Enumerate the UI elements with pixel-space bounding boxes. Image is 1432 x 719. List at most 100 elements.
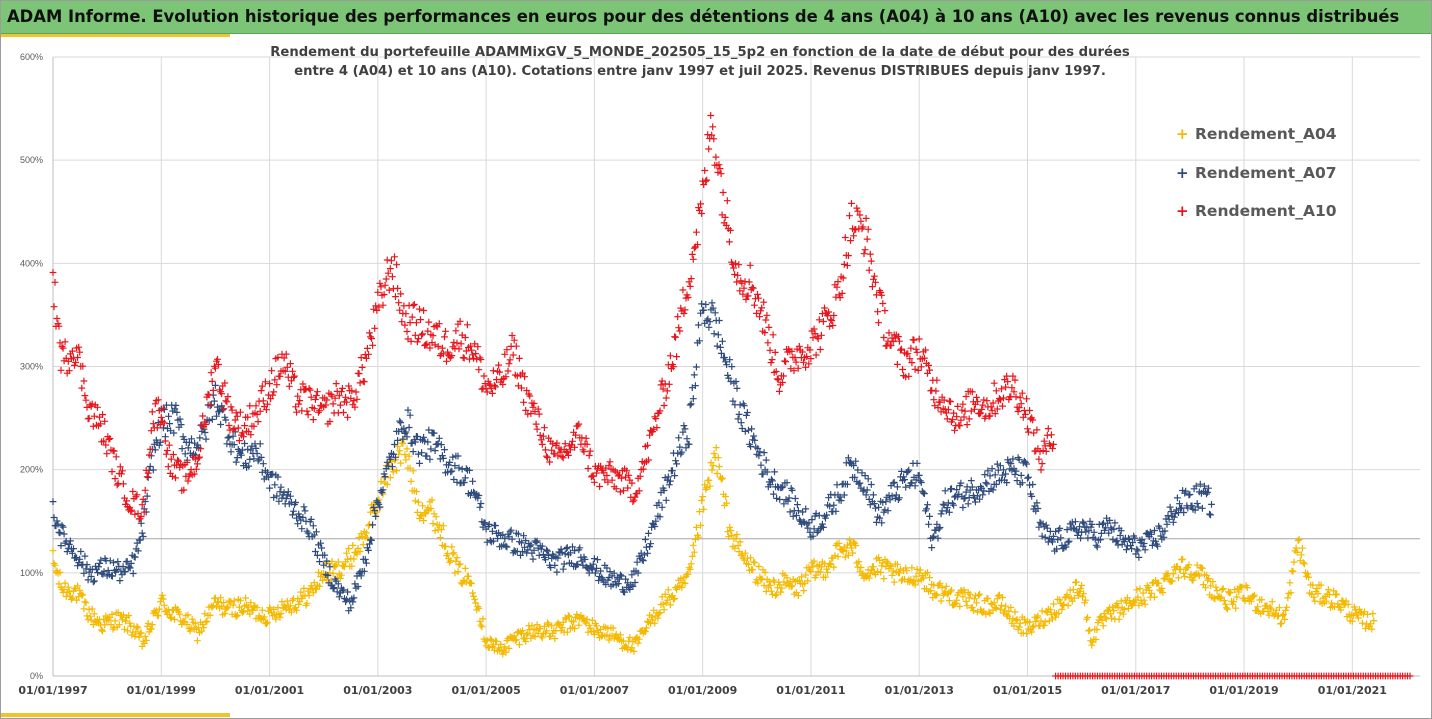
- marker-rendement-a07: [721, 354, 728, 361]
- marker-rendement-a04: [579, 614, 587, 622]
- marker-rendement-a07: [715, 317, 723, 324]
- marker-rendement-a10: [167, 455, 175, 463]
- marker-rendement-a07: [143, 492, 151, 500]
- marker-rendement-a07: [317, 539, 324, 547]
- marker-rendement-a07: [976, 495, 983, 503]
- marker-rendement-a04: [1233, 593, 1241, 601]
- marker-rendement-a10: [172, 474, 179, 482]
- marker-rendement-a10: [314, 388, 321, 396]
- marker-rendement-a04: [55, 580, 63, 588]
- marker-rendement-a10: [206, 401, 214, 409]
- marker-rendement-a07: [406, 411, 414, 419]
- marker-rendement-a07: [662, 496, 670, 504]
- marker-rendement-a04: [1289, 568, 1297, 575]
- marker-rendement-a07: [1126, 536, 1133, 543]
- marker-rendement-a04: [1037, 617, 1045, 625]
- marker-rendement-a04: [952, 600, 960, 607]
- marker-rendement-a10: [764, 339, 772, 347]
- marker-rendement-a04: [966, 590, 974, 598]
- marker-rendement-a10: [586, 447, 594, 455]
- marker-rendement-a04: [749, 566, 756, 574]
- marker-rendement-a04: [402, 456, 410, 464]
- marker-rendement-a10: [425, 318, 433, 326]
- marker-rendement-a07: [769, 477, 776, 485]
- marker-rendement-a10: [1038, 460, 1046, 467]
- marker-rendement-a10: [310, 405, 318, 413]
- marker-rendement-a10: [866, 250, 874, 258]
- marker-rendement-a10: [1036, 448, 1044, 455]
- marker-rendement-a10: [740, 284, 748, 292]
- marker-rendement-a04: [148, 621, 156, 628]
- marker-rendement-a10: [513, 372, 521, 380]
- marker-rendement-a04: [429, 520, 437, 527]
- marker-rendement-a10: [945, 406, 952, 414]
- marker-rendement-a04: [411, 497, 419, 505]
- marker-rendement-a04: [1231, 586, 1239, 593]
- marker-rendement-a07: [431, 447, 439, 454]
- marker-rendement-a07: [1204, 489, 1211, 496]
- marker-rendement-a10: [732, 260, 739, 267]
- marker-rendement-a07: [217, 421, 224, 428]
- marker-rendement-a07: [997, 462, 1004, 470]
- marker-rendement-a10: [502, 373, 510, 381]
- marker-rendement-a10: [526, 392, 534, 400]
- marker-rendement-a07: [783, 479, 791, 487]
- marker-rendement-a10: [1004, 378, 1012, 386]
- marker-rendement-a10: [763, 311, 771, 319]
- marker-rendement-a07: [921, 490, 928, 497]
- marker-rendement-a04: [1034, 612, 1042, 620]
- marker-rendement-a10: [518, 384, 525, 392]
- marker-rendement-a10: [364, 345, 371, 352]
- marker-rendement-a04: [1326, 591, 1333, 598]
- marker-rendement-a04: [1088, 641, 1096, 649]
- marker-rendement-a07: [719, 337, 726, 345]
- marker-rendement-a04: [125, 612, 133, 619]
- marker-rendement-a04: [289, 596, 296, 604]
- marker-rendement-a10: [715, 161, 723, 169]
- marker-rendement-a10: [930, 396, 938, 404]
- marker-rendement-a10: [1010, 388, 1018, 396]
- marker-rendement-a07: [748, 425, 755, 433]
- marker-rendement-a07: [598, 574, 606, 582]
- marker-rendement-a04: [831, 552, 839, 560]
- marker-rendement-a10: [176, 463, 184, 471]
- marker-rendement-a04: [1279, 612, 1286, 619]
- marker-rendement-a07: [282, 495, 290, 502]
- marker-rendement-a07: [561, 550, 569, 558]
- marker-rendement-a07: [991, 471, 999, 479]
- marker-rendement-a10: [955, 421, 963, 429]
- marker-rendement-a04: [1204, 576, 1211, 584]
- marker-rendement-a10: [535, 410, 543, 418]
- marker-rendement-a10: [263, 406, 270, 414]
- marker-rendement-a10: [133, 491, 141, 499]
- marker-rendement-a04: [727, 527, 735, 534]
- marker-rendement-a07: [205, 417, 213, 424]
- marker-rendement-a07: [256, 440, 264, 448]
- marker-rendement-a04: [804, 577, 812, 585]
- marker-rendement-a10: [973, 394, 980, 401]
- marker-rendement-a10: [375, 303, 383, 311]
- marker-rendement-a04: [975, 591, 982, 599]
- marker-rendement-a04: [971, 595, 978, 603]
- marker-rendement-a10: [1042, 448, 1050, 455]
- marker-rendement-a04: [256, 614, 264, 622]
- marker-rendement-a04: [487, 636, 495, 644]
- marker-rendement-a10: [544, 454, 551, 461]
- y-tick-label: 0%: [30, 671, 43, 681]
- marker-rendement-a10: [663, 387, 671, 395]
- marker-rendement-a04: [603, 631, 611, 639]
- marker-rendement-a07: [603, 564, 611, 572]
- marker-rendement-a10: [223, 398, 231, 406]
- marker-rendement-a07: [437, 441, 445, 448]
- marker-rendement-a07: [274, 473, 282, 481]
- marker-rendement-a07: [1036, 518, 1044, 526]
- marker-rendement-a07: [750, 432, 758, 440]
- marker-rendement-a10: [1040, 437, 1048, 445]
- marker-rendement-a07: [405, 424, 413, 431]
- marker-rendement-a07: [939, 500, 947, 508]
- marker-rendement-a10: [163, 447, 171, 454]
- marker-rendement-a10: [814, 335, 822, 343]
- marker-rendement-a07: [84, 576, 92, 584]
- marker-rendement-a10: [258, 382, 266, 390]
- marker-rendement-a04: [86, 612, 94, 620]
